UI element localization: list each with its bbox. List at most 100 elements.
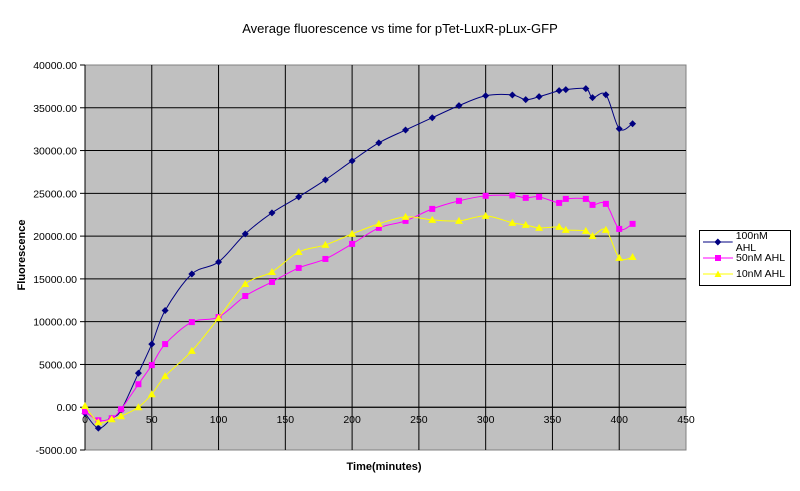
- triangle-marker-icon: [267, 267, 276, 275]
- square-marker-icon: [242, 293, 249, 299]
- square-marker-icon: [375, 224, 382, 231]
- diamond-marker-icon: [148, 340, 156, 348]
- y-tick-label: 5000.00: [39, 359, 77, 371]
- triangle-marker-icon: [134, 403, 143, 411]
- triangle-marker-icon: [348, 229, 357, 237]
- square-marker-icon: [582, 195, 589, 202]
- diamond-marker-icon: [295, 193, 303, 201]
- diamond-marker-icon: [629, 120, 637, 128]
- square-marker-icon: [402, 217, 409, 224]
- triangle-marker-icon: [187, 346, 196, 354]
- square-marker-icon: [135, 381, 142, 388]
- y-tick-label: 35000.00: [33, 103, 77, 115]
- y-tick-label: -5000.00: [36, 445, 78, 457]
- legend-item-50nm: 50nM AHL: [700, 250, 790, 266]
- gridlines: [85, 65, 686, 450]
- x-tick-label: 450: [677, 414, 695, 426]
- diamond-marker-icon: [268, 209, 276, 217]
- triangle-marker-icon: [81, 401, 89, 409]
- x-tick-label: 350: [544, 414, 562, 426]
- square-marker-icon: [295, 264, 302, 271]
- triangle-marker-icon: [321, 240, 330, 248]
- diamond-marker-icon: [555, 87, 563, 95]
- legend-item-10nm: 10nM AHL: [700, 266, 790, 282]
- legend-label: 10nM AHL: [736, 268, 786, 280]
- triangle-marker-icon: [601, 225, 610, 233]
- diamond-marker-icon: [161, 307, 169, 315]
- legend-item-100nm: 100nM AHL: [700, 230, 790, 254]
- diamond-marker-icon: [703, 238, 733, 246]
- triangle-marker-icon: [454, 216, 463, 224]
- triangle-marker-icon: [535, 223, 544, 231]
- diamond-marker-icon: [535, 93, 543, 101]
- triangle-marker-icon: [374, 219, 383, 227]
- diamond-marker-icon: [589, 94, 597, 102]
- x-tick-label: 400: [610, 414, 628, 426]
- triangle-marker-icon: [117, 412, 126, 420]
- square-marker-icon: [118, 406, 125, 413]
- y-tick-label: 10000.00: [33, 317, 77, 329]
- chart-title: Average fluorescence vs time for pTet-Lu…: [242, 21, 558, 36]
- triangle-marker-icon: [703, 270, 733, 277]
- diamond-marker-icon: [348, 157, 356, 165]
- square-marker-icon: [522, 194, 529, 201]
- x-tick-label: 250: [410, 414, 428, 426]
- axes: -5000.00 0.00 5000.00 10000.00 15000.00 20000…: [33, 60, 695, 457]
- triangle-marker-icon: [241, 280, 250, 288]
- square-marker-icon: [455, 197, 462, 204]
- diamond-marker-icon: [615, 125, 623, 133]
- triangle-marker-icon: [401, 212, 410, 220]
- square-marker-icon: [509, 192, 516, 199]
- diamond-marker-icon: [428, 114, 436, 122]
- square-marker-icon: [322, 255, 329, 262]
- diamond-marker-icon: [402, 126, 410, 134]
- triangle-marker-icon: [94, 418, 103, 426]
- diamond-marker-icon: [215, 258, 223, 266]
- square-marker-icon: [616, 225, 623, 232]
- square-marker-icon: [562, 195, 569, 202]
- square-marker-icon: [429, 205, 436, 212]
- y-tick-label: 30000.00: [33, 146, 77, 158]
- series-layer: [81, 85, 637, 432]
- series-10nm-ahl: [81, 211, 637, 426]
- triangle-marker-icon: [561, 225, 570, 233]
- triangle-marker-icon: [214, 314, 223, 322]
- diamond-marker-icon: [94, 424, 102, 432]
- diamond-marker-icon: [482, 92, 490, 100]
- x-tick-label: 300: [477, 414, 495, 426]
- diamond-marker-icon: [582, 85, 590, 93]
- series-100nm-ahl: [81, 85, 637, 432]
- y-tick-label: 15000.00: [33, 274, 77, 286]
- diamond-marker-icon: [188, 270, 196, 278]
- diamond-marker-icon: [134, 369, 142, 377]
- square-marker-icon: [556, 199, 563, 206]
- triangle-marker-icon: [615, 253, 624, 261]
- square-marker-icon: [188, 319, 195, 326]
- diamond-marker-icon: [562, 86, 570, 94]
- x-tick-label: 50: [146, 414, 158, 426]
- x-tick-label: 200: [343, 414, 361, 426]
- diamond-marker-icon: [375, 139, 383, 147]
- diamond-marker-icon: [522, 96, 530, 104]
- y-tick-label: 25000.00: [33, 188, 77, 200]
- triangle-marker-icon: [508, 218, 517, 226]
- diamond-marker-icon: [321, 176, 329, 184]
- legend-label: 100nM AHL: [735, 230, 768, 254]
- legend-label: 50nM AHL: [736, 252, 786, 264]
- triangle-marker-icon: [428, 215, 437, 223]
- triangle-marker-icon: [107, 415, 116, 423]
- square-marker-icon: [148, 362, 155, 369]
- y-axis-label: Fluorescence: [16, 219, 28, 291]
- square-marker-icon: [162, 341, 169, 348]
- square-marker-icon: [536, 193, 543, 200]
- y-tick-label: 20000.00: [33, 231, 77, 243]
- triangle-marker-icon: [555, 222, 564, 230]
- triangle-marker-icon: [628, 252, 637, 260]
- triangle-marker-icon: [581, 226, 590, 234]
- square-marker-icon: [482, 192, 489, 199]
- square-marker-icon: [703, 255, 733, 261]
- x-axis-label: Time(minutes): [346, 461, 422, 473]
- triangle-marker-icon: [161, 372, 170, 380]
- square-marker-icon: [268, 278, 275, 285]
